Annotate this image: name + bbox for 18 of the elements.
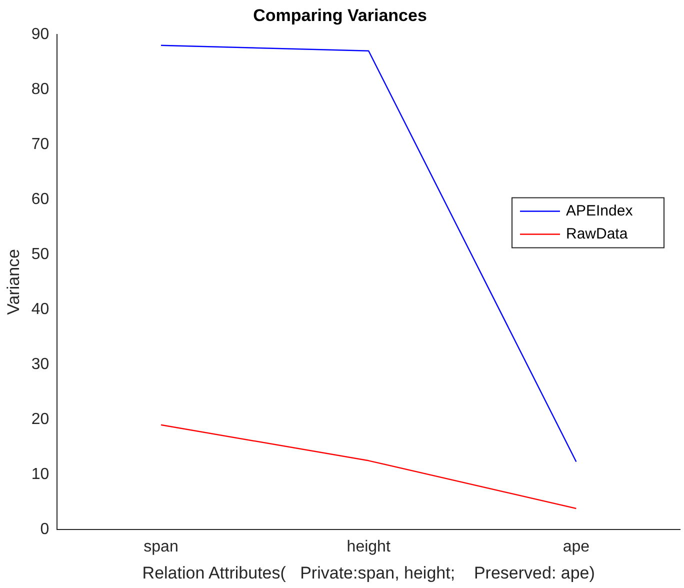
y-axis-title: Variance — [4, 248, 23, 315]
y-tick-label: 0 — [40, 520, 50, 538]
x-tick-label: height — [346, 538, 391, 556]
y-tick-label: 30 — [31, 356, 50, 373]
y-tick-label: 80 — [31, 80, 50, 98]
x-tick-label: ape — [562, 538, 590, 556]
y-tick-label: 90 — [31, 26, 50, 43]
y-tick-label: 60 — [31, 190, 50, 208]
x-axis-title: Relation Attributes( Private:span, height; Preserved: ape) — [142, 563, 595, 582]
y-tick-label: 70 — [31, 136, 50, 153]
x-tick-label: span — [144, 538, 178, 556]
y-tick-label: 40 — [31, 300, 50, 318]
y-tick-label: 50 — [31, 246, 50, 263]
legend-label: APEIndex — [566, 202, 634, 220]
y-tick-label: 20 — [31, 410, 50, 428]
chart-title: Comparing Variances — [253, 6, 427, 25]
legend-label: RawData — [566, 225, 628, 242]
y-tick-label: 10 — [31, 466, 50, 483]
